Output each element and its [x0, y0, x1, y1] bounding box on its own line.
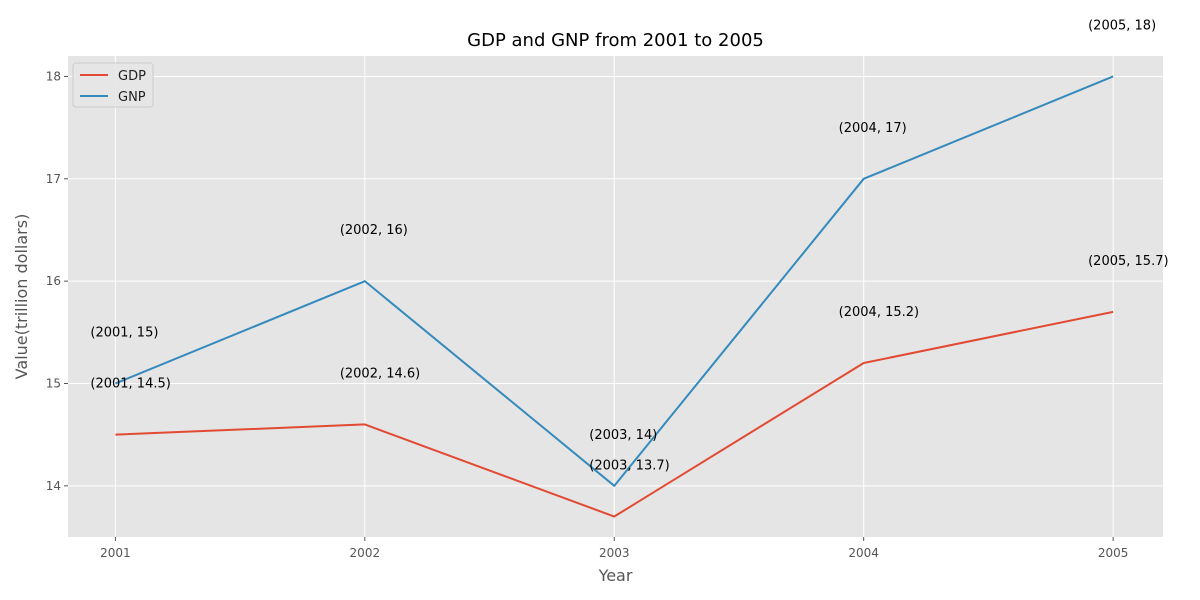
legend-label-gnp: GNP	[118, 90, 146, 105]
x-tick-label: 2004	[848, 546, 879, 560]
x-tick-label: 2005	[1098, 546, 1129, 560]
data-label: (2004, 15.2)	[839, 305, 919, 320]
data-label: (2005, 18)	[1088, 18, 1156, 33]
legend: GDP GNP	[72, 62, 154, 108]
y-tick-label: 15	[46, 376, 61, 390]
data-annotations: (2001, 14.5) (2002, 14.6) (2003, 13.7) (200…	[90, 18, 1168, 473]
y-tick-label: 17	[46, 172, 61, 186]
y-tick-label: 16	[46, 274, 61, 288]
plot-area	[68, 56, 1163, 537]
x-tick-label: 2003	[599, 546, 630, 560]
data-label: (2003, 13.7)	[589, 459, 669, 474]
axis-ticks: 2001 2002 2003 2004 2005 14 15 16 17 18	[46, 69, 1129, 560]
series-line-gnp	[115, 75, 1114, 487]
x-tick-label: 2001	[100, 546, 131, 560]
chart-title: GDP and GNP from 2001 to 2005	[467, 30, 764, 51]
data-label: (2002, 14.6)	[340, 366, 420, 381]
y-tick-label: 14	[46, 479, 61, 493]
data-label: (2003, 14)	[589, 428, 657, 443]
data-label: (2001, 14.5)	[90, 377, 170, 392]
data-label: (2004, 17)	[839, 121, 907, 136]
y-axis-label: Value(trillion dollars)	[12, 214, 31, 380]
x-axis-label: Year	[598, 566, 633, 585]
x-tick-label: 2002	[350, 546, 381, 560]
series-layer	[115, 75, 1114, 518]
data-label: (2005, 15.7)	[1088, 254, 1168, 269]
y-tick-label: 18	[46, 69, 61, 83]
data-label: (2001, 15)	[90, 325, 158, 340]
legend-label-gdp: GDP	[118, 69, 146, 84]
series-line-gdp	[115, 310, 1114, 518]
data-label: (2002, 16)	[340, 223, 408, 238]
